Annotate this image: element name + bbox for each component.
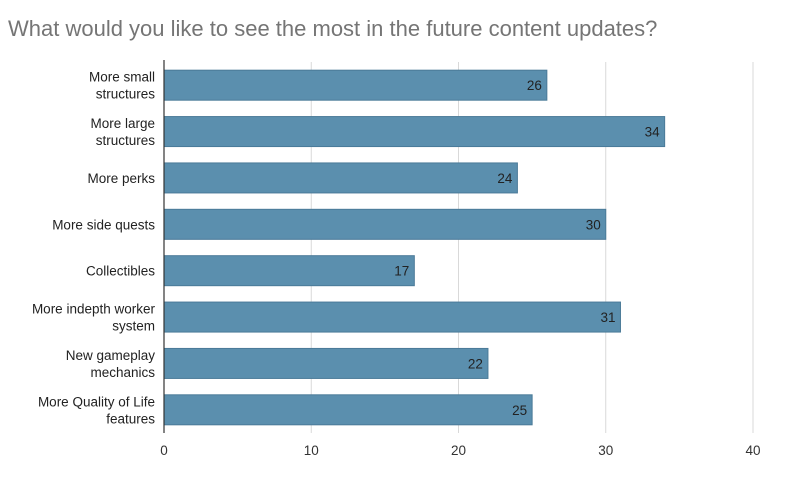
bar-0: [163, 69, 548, 101]
category-label-6: New gameplay mechanics: [66, 348, 156, 380]
category-label-line: More small: [89, 70, 155, 85]
data-label-6: 22: [468, 356, 483, 371]
data-label-1: 34: [645, 125, 661, 140]
category-label-line: features: [106, 411, 155, 426]
data-label-7: 25: [512, 403, 527, 418]
data-label-0: 26: [527, 78, 542, 93]
x-tick-label-0: 0: [160, 443, 168, 458]
category-label-line: More Quality of Life: [38, 394, 155, 409]
category-label-line: More side quests: [52, 217, 155, 232]
category-label-line: More large: [90, 116, 155, 131]
data-label-5: 31: [600, 310, 615, 325]
bar-6: [163, 347, 489, 379]
category-label-line: structures: [96, 87, 156, 102]
category-label-4: Collectibles: [86, 264, 155, 279]
bar-1: [163, 116, 666, 148]
category-label-line: More indepth worker: [32, 302, 156, 317]
category-label-line: New gameplay: [66, 348, 156, 363]
data-label-4: 17: [394, 264, 409, 279]
chart-title: What would you like to see the most in t…: [8, 16, 658, 41]
category-label-line: system: [112, 319, 155, 334]
category-label-5: More indepth worker system: [32, 302, 156, 334]
category-label-3: More side quests: [52, 217, 155, 232]
category-label-line: Collectibles: [86, 264, 155, 279]
bar-4: [163, 255, 415, 287]
category-label-line: structures: [96, 133, 156, 148]
category-label-line: mechanics: [90, 365, 155, 380]
bar-5: [163, 301, 621, 333]
bar-2: [163, 162, 518, 194]
bar-7: [163, 394, 533, 426]
x-tick-label-2: 20: [451, 443, 466, 458]
bar-3: [163, 208, 607, 240]
x-tick-label-4: 40: [745, 443, 760, 458]
category-label-7: More Quality of Life features: [38, 394, 155, 426]
x-tick-label-3: 30: [598, 443, 613, 458]
category-label-1: More large structures: [90, 116, 155, 148]
data-label-2: 24: [497, 171, 513, 186]
category-label-2: More perks: [87, 171, 155, 186]
x-tick-label-1: 10: [304, 443, 319, 458]
category-label-0: More small structures: [89, 70, 155, 102]
category-label-line: More perks: [87, 171, 155, 186]
data-label-3: 30: [586, 217, 601, 232]
